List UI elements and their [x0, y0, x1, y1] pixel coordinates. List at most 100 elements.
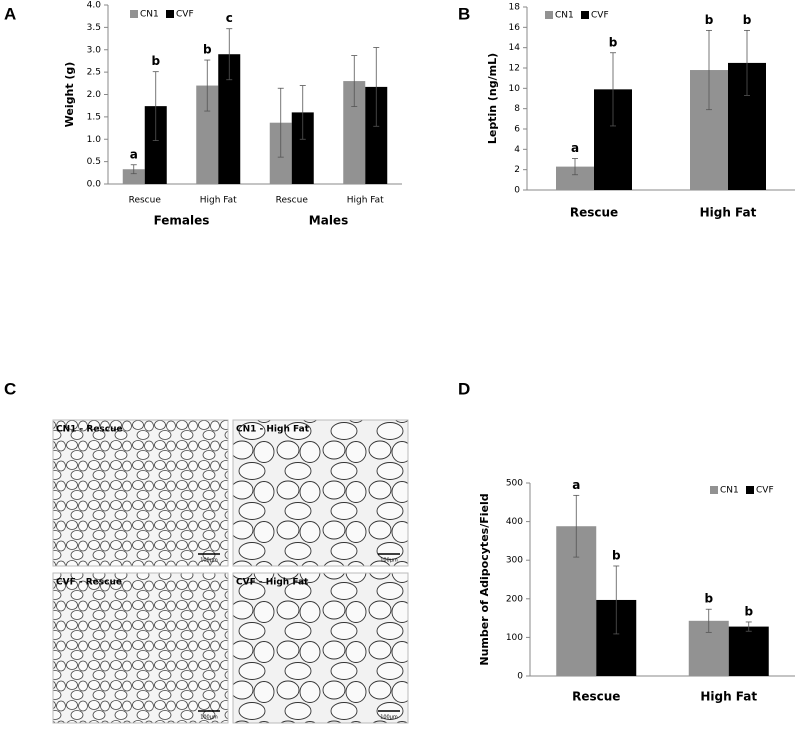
error-bar: [744, 29, 750, 96]
y-tick-label: 100: [506, 633, 523, 643]
legend-label: CVF: [591, 11, 609, 21]
micrograph: [52, 419, 229, 567]
y-tick-label: 2.5: [87, 68, 101, 78]
y-tick-label: 500: [506, 479, 523, 489]
bar: [291, 112, 314, 184]
y-tick-label: 0.5: [87, 157, 101, 167]
error-bar: [610, 52, 616, 127]
bar: [728, 626, 769, 676]
scale-bar-label: 100µm: [380, 715, 398, 721]
y-tick-label: 300: [506, 556, 523, 566]
legend-swatch: [746, 486, 754, 494]
bar: [144, 106, 167, 184]
y-tick-label: 400: [506, 517, 523, 527]
error-bar: [204, 59, 211, 112]
y-tick-label: 3.0: [87, 45, 102, 55]
significance-label: c: [226, 11, 233, 25]
significance-label: a: [130, 147, 138, 161]
error-bar: [130, 164, 137, 175]
legend-label: CN1: [555, 11, 574, 21]
panel-label: A: [4, 4, 16, 23]
legend-swatch: [581, 11, 589, 19]
significance-label: b: [609, 35, 618, 49]
error-bar: [299, 85, 306, 140]
y-tick-label: 0: [514, 186, 520, 196]
micrograph: [232, 419, 409, 567]
bar: [196, 85, 219, 184]
x-tick-label: High Fat: [347, 196, 384, 206]
y-tick-label: 16: [509, 23, 521, 33]
y-axis-label: Weight (g): [63, 62, 76, 128]
significance-label: a: [571, 141, 579, 155]
legend-swatch: [166, 10, 174, 18]
y-tick-label: 200: [506, 594, 523, 604]
bar: [218, 54, 241, 184]
micrograph-label: CN1 - High Fat: [236, 425, 310, 435]
error-bar: [706, 29, 712, 111]
legend-swatch: [130, 10, 138, 18]
y-tick-label: 6: [514, 125, 520, 135]
y-tick-label: 0.0: [87, 180, 102, 190]
x-tick-label: Rescue: [570, 206, 618, 220]
legend-label: CN1: [720, 486, 739, 496]
y-tick-label: 10: [509, 84, 521, 94]
y-axis-label: Leptin (ng/mL): [486, 53, 499, 144]
y-tick-label: 1.5: [87, 112, 101, 122]
bar: [365, 86, 388, 184]
micrograph: [232, 572, 409, 724]
y-tick-label: 4.0: [87, 1, 102, 11]
group-label: Males: [309, 214, 348, 228]
y-tick-label: 1.0: [87, 135, 102, 145]
y-tick-label: 0: [517, 672, 523, 682]
y-tick-label: 2.0: [87, 90, 102, 100]
error-bar: [613, 565, 620, 635]
x-tick-label: Rescue: [129, 196, 162, 206]
micrograph-label: CVF - High Fat: [236, 578, 309, 588]
significance-label: b: [705, 13, 714, 27]
y-tick-label: 14: [509, 43, 521, 53]
y-tick-label: 3.5: [87, 23, 101, 33]
micrograph-label: CVF - Rescue: [56, 578, 122, 588]
bar: [556, 166, 594, 190]
significance-label: b: [743, 13, 752, 27]
bar: [122, 169, 145, 184]
y-tick-label: 4: [514, 145, 520, 155]
error-bar: [351, 55, 358, 107]
error-bar: [226, 28, 233, 81]
legend-swatch: [545, 11, 553, 19]
error-bar: [572, 158, 578, 176]
panel-label: B: [458, 4, 470, 23]
group-label: Females: [154, 214, 210, 228]
error-bar: [152, 71, 159, 141]
significance-label: b: [612, 548, 621, 562]
significance-label: b: [151, 54, 160, 68]
legend-label: CN1: [140, 10, 159, 20]
micrograph: [52, 572, 229, 724]
legend-swatch: [710, 486, 718, 494]
x-tick-label: High Fat: [700, 690, 757, 704]
significance-label: b: [744, 604, 753, 618]
scale-bar-label: 100µm: [380, 558, 398, 564]
error-bar: [573, 494, 580, 558]
significance-label: a: [572, 478, 580, 492]
scale-bar-label: 100µm: [200, 558, 218, 564]
significance-label: b: [704, 592, 713, 606]
bar: [343, 81, 366, 184]
y-tick-label: 8: [514, 104, 520, 114]
legend-label: CVF: [756, 486, 774, 496]
micrograph-label: CN1 - Rescue: [56, 425, 123, 435]
error-bar: [277, 87, 284, 158]
significance-label: b: [203, 43, 212, 57]
x-tick-label: High Fat: [700, 206, 757, 220]
legend-label: CVF: [176, 10, 194, 20]
y-tick-label: 18: [509, 3, 521, 13]
x-tick-label: High Fat: [200, 196, 237, 206]
panel-label: D: [458, 379, 470, 398]
y-tick-label: 12: [509, 64, 520, 74]
error-bar: [705, 608, 712, 633]
panel-label: C: [4, 379, 16, 398]
x-tick-label: Rescue: [572, 690, 620, 704]
error-bar: [745, 621, 752, 632]
x-tick-label: Rescue: [276, 196, 309, 206]
